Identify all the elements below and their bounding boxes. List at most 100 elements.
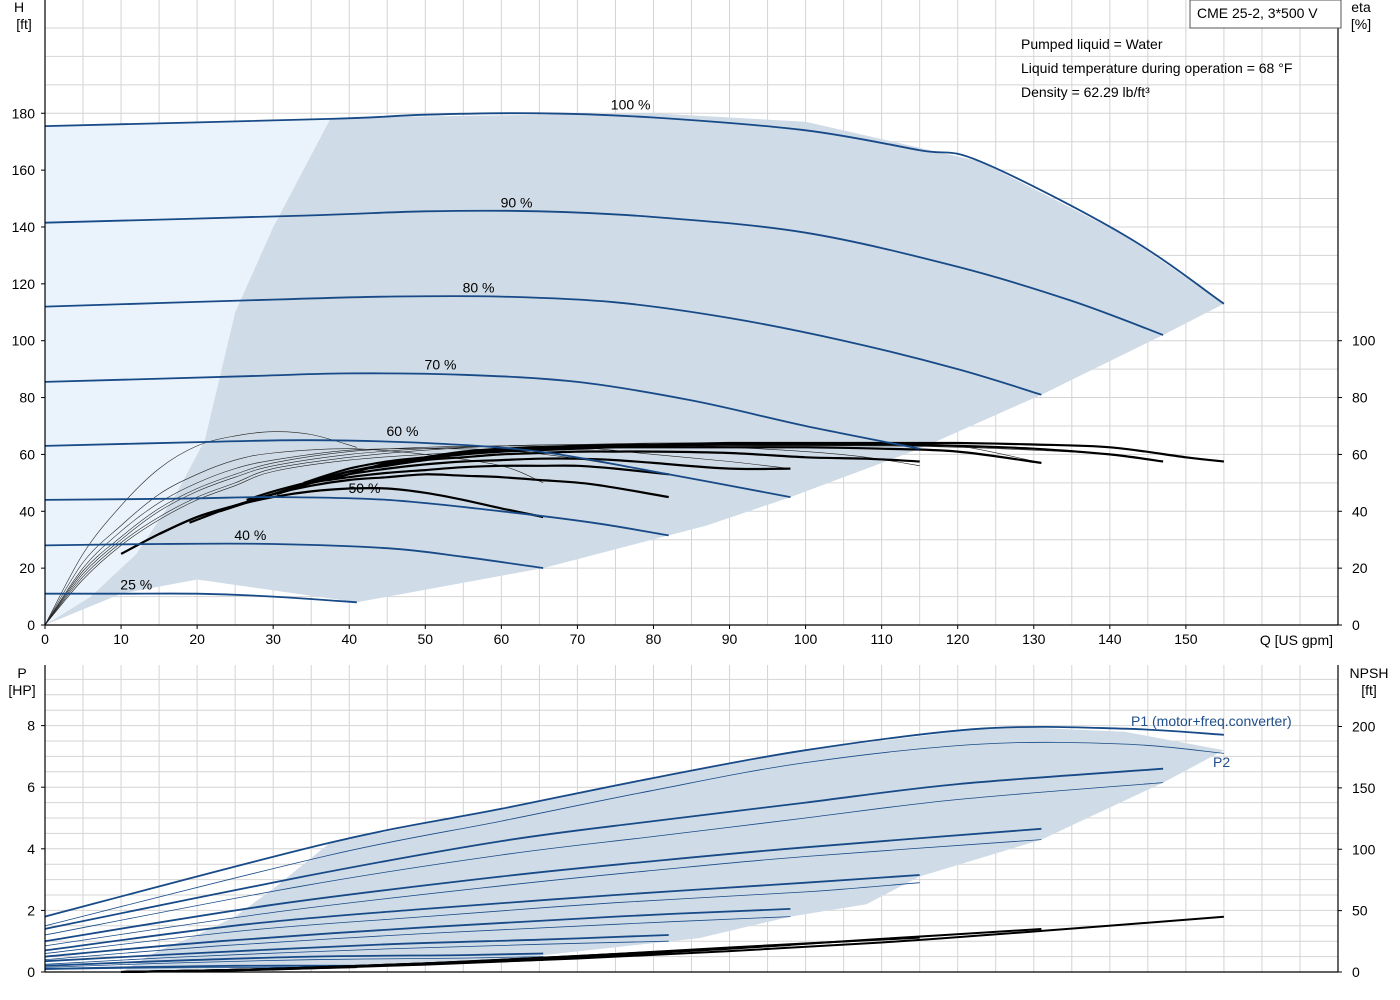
- flow-tick-label: 80: [646, 631, 662, 647]
- eta-tick-label: 100: [1352, 333, 1376, 349]
- head-curve: [44, 112, 1225, 305]
- npsh-curves: [121, 915, 1224, 973]
- power-tick-label: 4: [27, 841, 35, 857]
- head-curve: [44, 542, 544, 569]
- npsh-tick-label: 50: [1352, 903, 1368, 919]
- head-tick-label: 40: [19, 503, 35, 519]
- p1-curves: [44, 725, 1224, 970]
- density-text: Density = 62.29 lb/ft³: [1021, 84, 1150, 100]
- p1-curve: [44, 725, 1224, 918]
- p1-curve: [44, 767, 1164, 930]
- head-curve: [44, 372, 920, 450]
- efficiency-curve-thin: [44, 448, 669, 626]
- p1-curve: [44, 964, 357, 970]
- npsh-tick-label: 200: [1352, 719, 1376, 735]
- head-curve-speed-label: 70 %: [425, 356, 457, 372]
- p2-curve: [44, 839, 1042, 947]
- head-tick-label: 180: [12, 105, 36, 121]
- head-curve-speed-label: 50 %: [348, 480, 380, 496]
- p1-curve: [44, 908, 791, 958]
- head-curve: [44, 295, 1042, 396]
- flow-tick-label: 70: [570, 631, 586, 647]
- flow-tick-label: 100: [794, 631, 818, 647]
- power-axis-title: P: [17, 665, 26, 681]
- flow-tick-label: 90: [722, 631, 738, 647]
- head-curve-speed-label: 90 %: [501, 194, 533, 210]
- p1-curve: [44, 874, 920, 952]
- eta-tick-label: 20: [1352, 560, 1368, 576]
- efficiency-curve: [329, 441, 1225, 482]
- head-curve-speed-label: 100 %: [611, 96, 651, 112]
- power-axis-unit: [HP]: [8, 682, 35, 698]
- head-axis-unit: [ft]: [16, 16, 32, 32]
- p2-curves: [44, 741, 1224, 970]
- power-operating-region: [121, 727, 1224, 972]
- p2-curve: [44, 916, 791, 961]
- npsh-tick-label: 100: [1352, 841, 1376, 857]
- pump-model-box: [1189, 0, 1342, 29]
- flow-tick-label: 50: [418, 631, 434, 647]
- flow-tick-label: 20: [189, 631, 205, 647]
- p2-curve: [44, 782, 1164, 936]
- flow-tick-label: 10: [113, 631, 129, 647]
- flow-axis-title: Q [US gpm]: [1260, 632, 1333, 648]
- head-tick-label: 140: [12, 219, 36, 235]
- head-curve-labels: 100 % 90 % 80 % 70 % 60 % 50 % 40 % 25 %: [120, 96, 650, 592]
- p1-curve-label: P1 (motor+freq.converter): [1131, 713, 1292, 729]
- flow-tick-label: 130: [1022, 631, 1046, 647]
- npsh-tick-label: 150: [1352, 780, 1376, 796]
- flow-tick-label: 140: [1098, 631, 1122, 647]
- pump-model-label: CME 25-2, 3*500 V: [1197, 5, 1318, 21]
- p2-curve-label: P2: [1213, 754, 1230, 770]
- eta-tick-label: 0: [1352, 617, 1360, 633]
- head-tick-label: 80: [19, 390, 35, 406]
- efficiency-curve-thin: [44, 431, 357, 626]
- head-axis-title: H: [14, 0, 24, 15]
- head-curve: [44, 439, 791, 498]
- p1-curve: [44, 952, 544, 967]
- flow-tick-label: 40: [341, 631, 357, 647]
- head-tick-label: 20: [19, 560, 35, 576]
- p2-curve: [44, 741, 1224, 927]
- efficiency-curves-bold: [120, 441, 1225, 555]
- npsh-axis-title: NPSH: [1350, 665, 1389, 681]
- flow-tick-label: 150: [1174, 631, 1198, 647]
- power-chart-axes: 0 2 4 6 8 0 50 100 150 200: [27, 665, 1376, 980]
- head-tick-label: 60: [19, 446, 35, 462]
- head-tick-label: 120: [12, 276, 36, 292]
- power-operating-region-area: [121, 727, 1224, 972]
- eta-axis-unit: [%]: [1351, 16, 1371, 32]
- liquid-temperature-text: Liquid temperature during operation = 68…: [1021, 60, 1292, 76]
- head-tick-label: 160: [12, 162, 36, 178]
- head-curve-speed-label: 25 %: [120, 577, 152, 593]
- efficiency-curve-thin: [44, 445, 791, 626]
- power-tick-label: 6: [27, 779, 35, 795]
- head-curve: [45, 592, 357, 604]
- npsh-axis-unit: [ft]: [1361, 682, 1377, 698]
- p2-curve: [44, 956, 544, 968]
- eta-tick-label: 80: [1352, 390, 1368, 406]
- head-curve-speed-label: 40 %: [234, 527, 266, 543]
- p1-curve: [44, 934, 669, 963]
- eta-axis-title: eta: [1351, 0, 1371, 15]
- head-curve: [44, 209, 1164, 336]
- eta-tick-label: 60: [1352, 446, 1368, 462]
- flow-tick-label: 30: [265, 631, 281, 647]
- head-curves: [44, 112, 1225, 604]
- power-tick-label: 0: [27, 964, 35, 980]
- head-chart-axes: 0 20 40 60 80 100 120 140 160 180 0 20 40 60 80 100 0 10 2…: [12, 0, 1376, 647]
- power-tick-label: 8: [27, 718, 35, 734]
- operating-region-area: [45, 113, 1224, 626]
- efficiency-curve-thin: [44, 443, 920, 626]
- npsh-tick-label: 0: [1352, 964, 1360, 980]
- head-operating-region: [45, 113, 1224, 626]
- head-curve: [44, 496, 669, 537]
- head-curve-speed-label: 60 %: [387, 423, 419, 439]
- flow-tick-label: 0: [41, 631, 49, 647]
- p2-curve: [44, 882, 920, 954]
- p2-curve: [44, 940, 669, 965]
- power-tick-label: 2: [27, 902, 35, 918]
- flow-tick-label: 120: [946, 631, 970, 647]
- flow-tick-label: 110: [870, 631, 893, 647]
